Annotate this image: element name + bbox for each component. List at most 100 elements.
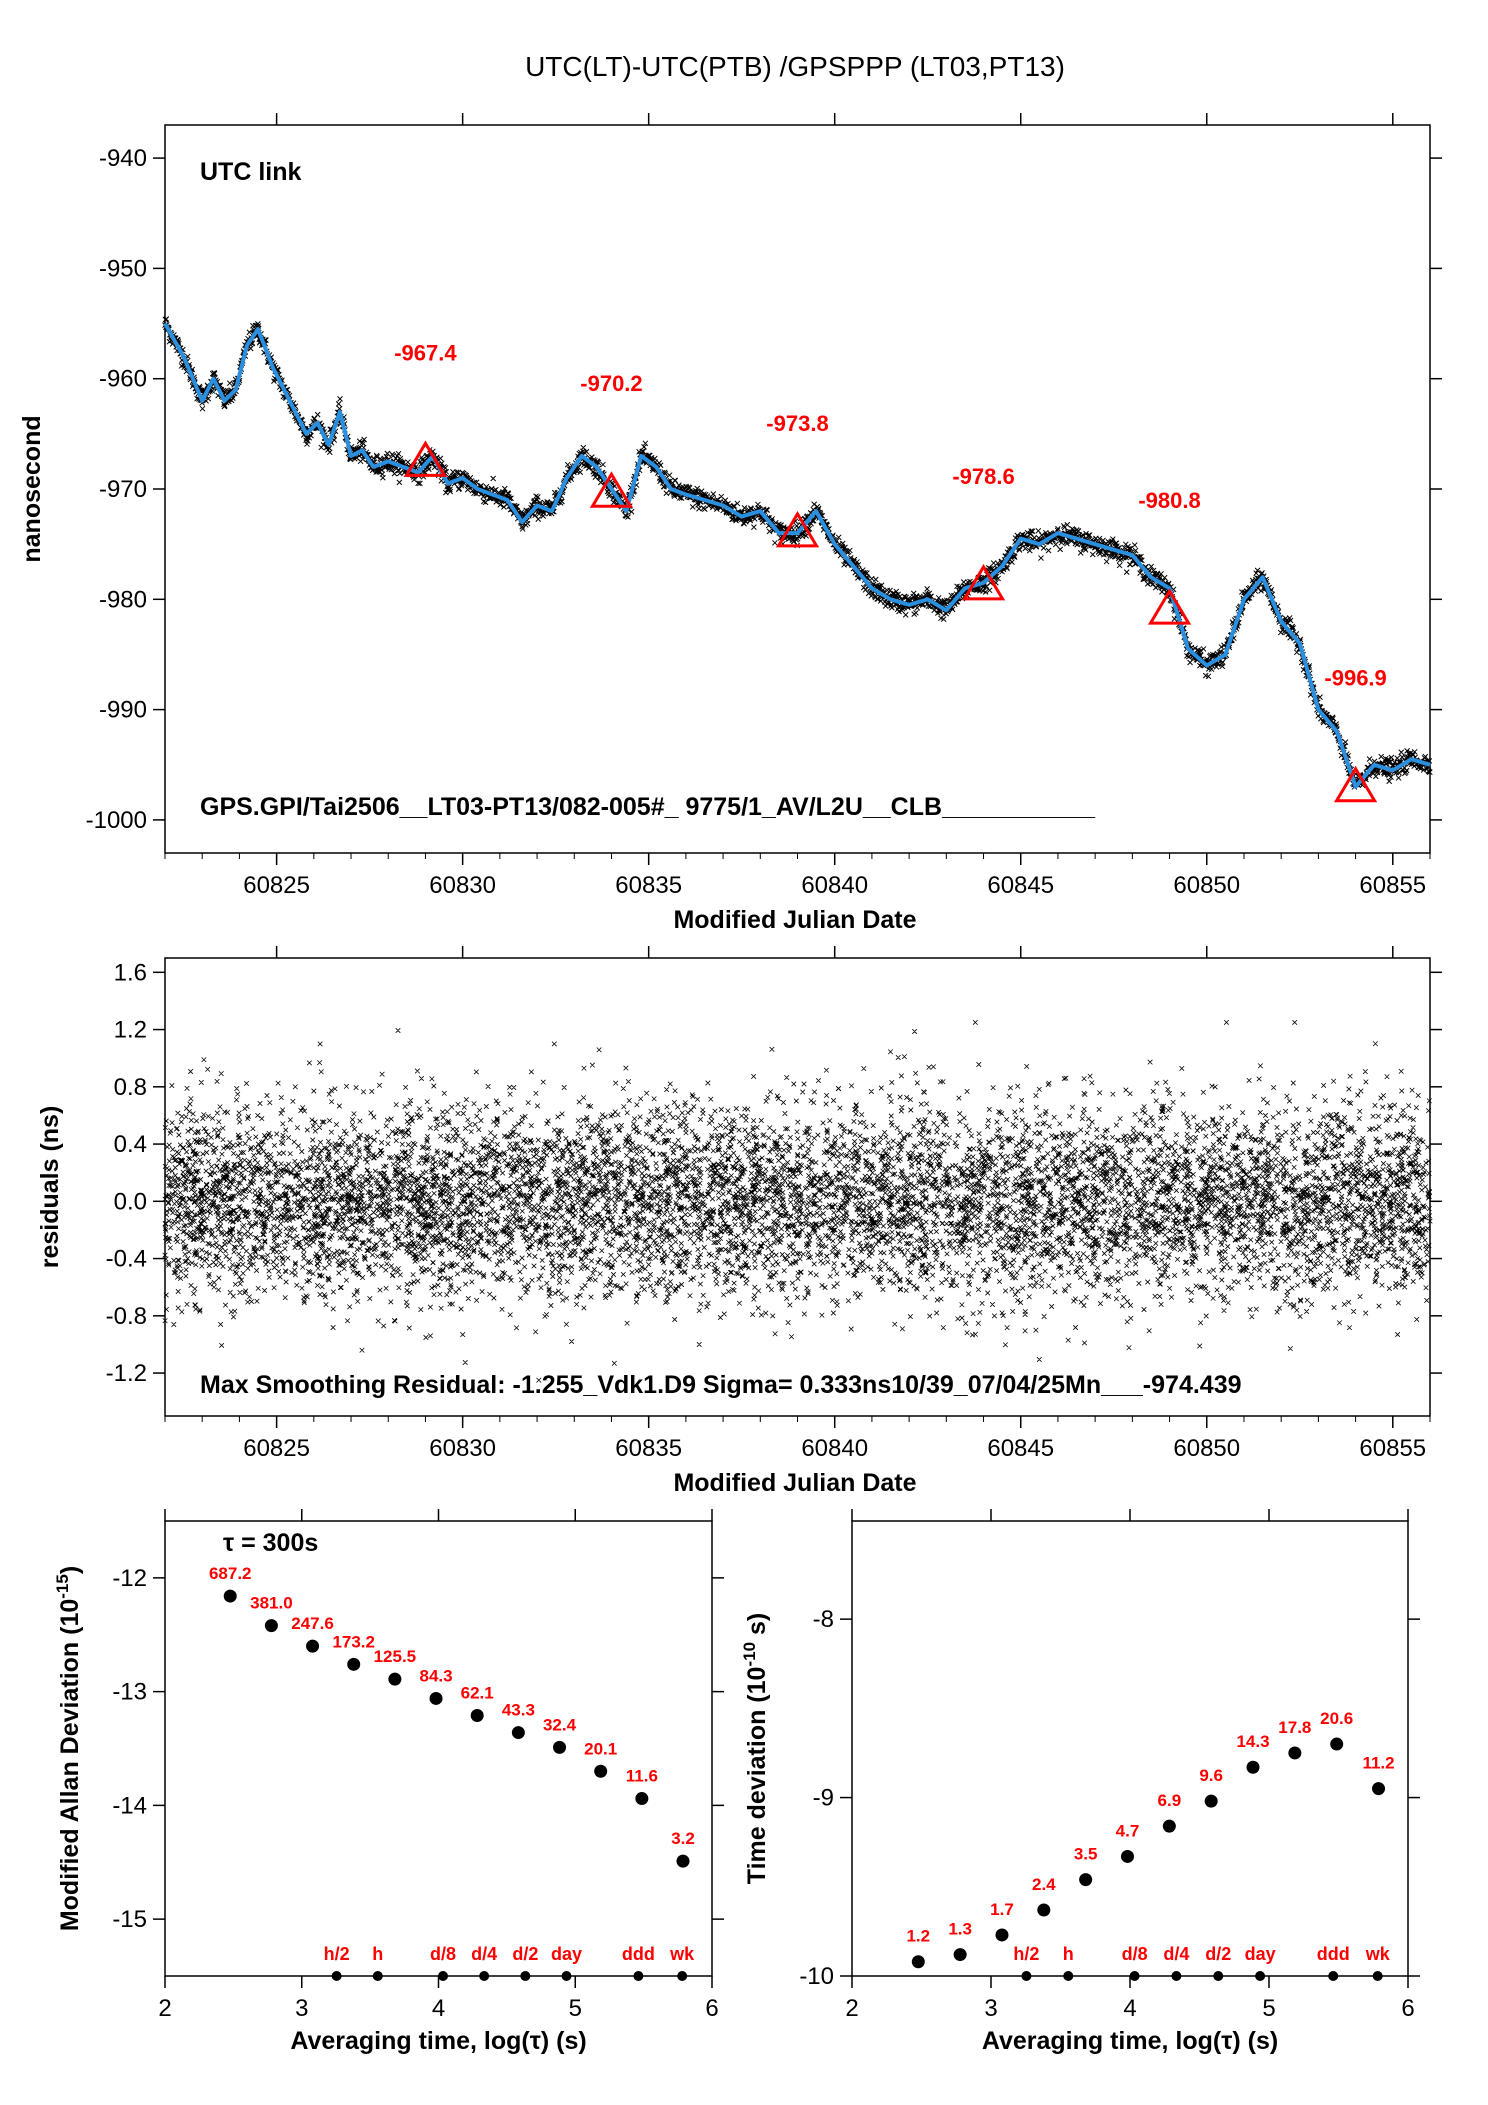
data-point <box>1120 1849 1134 1863</box>
fit-line <box>163 322 1431 789</box>
y-tick-label: -0.8 <box>106 1303 147 1330</box>
data-point <box>676 1854 690 1868</box>
x-tick-label: 4 <box>1123 1995 1136 2022</box>
ref-label: d/2 <box>1205 1944 1231 1964</box>
y-tick-label: -8 <box>813 1606 834 1633</box>
ref-label: h/2 <box>1013 1944 1039 1964</box>
tau-note: τ = 300s <box>223 1529 318 1557</box>
ref-point <box>561 1971 572 1981</box>
x-axis-title: Modified Julian Date <box>673 906 916 934</box>
data-point <box>553 1740 567 1754</box>
point-label: 173.2 <box>332 1632 375 1651</box>
data-point <box>635 1792 649 1806</box>
y-axis-title-end: ) <box>56 1566 84 1574</box>
y-tick-label: -0.4 <box>106 1246 147 1273</box>
ref-label: d/4 <box>471 1944 497 1964</box>
data-point <box>953 1948 967 1962</box>
ref-point <box>1328 1971 1339 1981</box>
x-tick-label: 4 <box>432 1995 445 2022</box>
y-axis-title-exponent: -15 <box>53 1574 72 1599</box>
point-label: 14.3 <box>1236 1732 1269 1751</box>
data-point <box>1288 1746 1302 1760</box>
y-tick-label: -13 <box>112 1679 147 1706</box>
point-label: 6.9 <box>1158 1791 1182 1810</box>
y-tick-label: -970 <box>99 476 147 503</box>
time-series-panel: 60825 60830 60835 60840 60845 60850 60855 -940 -… <box>18 113 1442 934</box>
x-tick-label: 60825 <box>243 872 310 899</box>
data-point <box>429 1691 443 1705</box>
y-tick-label: 1.6 <box>114 959 147 986</box>
data-point <box>306 1639 320 1653</box>
x-tick-label: 60845 <box>987 872 1054 899</box>
residual-info-label: Max Smoothing Residual: -1.255_Vdk1.D9 S… <box>200 1371 1242 1399</box>
ref-point <box>520 1971 531 1981</box>
point-label: 43.3 <box>502 1701 535 1720</box>
ref-point <box>677 1971 688 1981</box>
point-label: 84.3 <box>419 1666 452 1685</box>
x-tick-label: 60830 <box>429 872 496 899</box>
x-axis-title: Modified Julian Date <box>673 1469 916 1497</box>
y-axis-title-exponent: -10 <box>740 1642 759 1667</box>
x-tick-label: 2 <box>845 1995 858 2022</box>
data-point <box>1037 1903 1051 1917</box>
point-label: 20.6 <box>1320 1709 1353 1728</box>
point-label: 3.5 <box>1074 1845 1098 1864</box>
marker-label: -970.2 <box>580 371 642 396</box>
link-info-label: GPS.GPI/Tai2506__LT03-PT13/082-005#_ 977… <box>200 793 1096 821</box>
y-tick-label: -940 <box>99 145 147 172</box>
ref-label: h/2 <box>324 1944 350 1964</box>
x-tick-label: 3 <box>295 1995 308 2022</box>
marker-triangle <box>775 510 820 548</box>
data-point <box>223 1589 237 1603</box>
y-tick-label: 0.8 <box>114 1074 147 1101</box>
point-label: 4.7 <box>1116 1821 1140 1840</box>
y-tick-label: 0.0 <box>114 1188 147 1215</box>
data-point <box>1204 1794 1218 1808</box>
data-point <box>347 1657 361 1671</box>
x-tick-label: 2 <box>158 1995 171 2022</box>
marker-triangle <box>1333 765 1378 803</box>
ref-point <box>1171 1971 1182 1981</box>
ref-point <box>331 1971 342 1981</box>
data-point <box>470 1709 484 1723</box>
ref-label: wk <box>1365 1944 1391 1964</box>
x-tick-label: 60835 <box>615 872 682 899</box>
y-tick-label: -1000 <box>86 807 147 834</box>
point-label: 11.2 <box>1362 1754 1394 1773</box>
point-label: 2.4 <box>1032 1875 1056 1894</box>
y-tick-label: -14 <box>112 1792 147 1819</box>
ref-point <box>1255 1971 1266 1981</box>
mdev-panel: 2 3 4 5 6 -12 -13 -14 -15 687.2 381.0247.6173.2125… <box>53 1509 724 2055</box>
point-label: 32.4 <box>543 1715 577 1734</box>
point-label: 62.1 <box>461 1684 494 1703</box>
point-label: 3.2 <box>671 1829 695 1848</box>
point-label: 17.8 <box>1278 1718 1311 1737</box>
x-tick-label: 60840 <box>801 1435 868 1462</box>
x-tick-label: 5 <box>569 1995 582 2022</box>
ref-label: d/8 <box>430 1944 456 1964</box>
data-point <box>1330 1737 1344 1751</box>
y-tick-label: 0.4 <box>114 1131 147 1158</box>
y-tick-label: -950 <box>99 255 147 282</box>
x-tick-label: 60855 <box>1359 872 1426 899</box>
data-point <box>1372 1782 1386 1796</box>
y-tick-label: -9 <box>813 1785 834 1812</box>
x-tick-label: 60850 <box>1173 872 1240 899</box>
x-tick-label: 60835 <box>615 1435 682 1462</box>
ref-label: d/8 <box>1122 1944 1148 1964</box>
x-tick-label: 60850 <box>1173 1435 1240 1462</box>
y-tick-label: -1.2 <box>106 1360 147 1387</box>
marker-label: -980.8 <box>1138 488 1200 513</box>
ref-point <box>1129 1971 1140 1981</box>
y-tick-label: -12 <box>112 1565 147 1592</box>
data-point <box>1079 1873 1093 1887</box>
x-tick-label: 60845 <box>987 1435 1054 1462</box>
y-axis-title-main: Time deviation (10 <box>743 1667 771 1885</box>
residuals-panel: 60825 60830 60835 60840 60845 60850 60855 1.6 1.… <box>36 946 1442 1497</box>
x-tick-label: 3 <box>984 1995 997 2022</box>
point-label: 687.2 <box>209 1564 252 1583</box>
ref-label: h <box>1063 1944 1074 1964</box>
point-label: 1.7 <box>990 1900 1014 1919</box>
x-axis-title: Averaging time, log(τ) (s) <box>290 2027 586 2055</box>
